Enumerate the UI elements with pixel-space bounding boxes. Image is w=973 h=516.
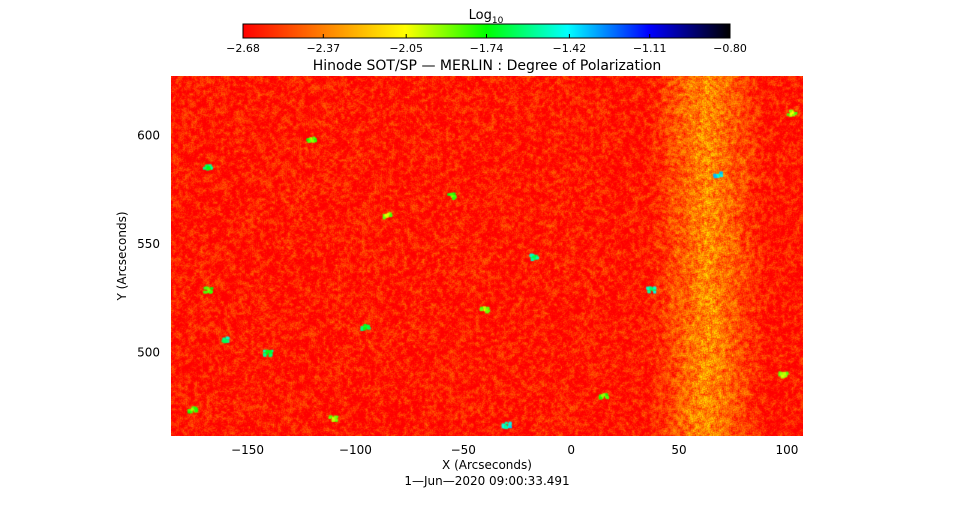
- y-tick-label: 550: [137, 237, 160, 251]
- colorbar-tick-label: −1.11: [633, 42, 667, 55]
- colorbar-tick-label: −2.05: [389, 42, 423, 55]
- x-axis-label: X (Arcseconds): [442, 458, 532, 472]
- colorbar-tick-label: −2.37: [306, 42, 340, 55]
- colorbar-ticks: −2.68 −2.37 −2.05 −1.74 −1.42 −1.11 −0.80: [226, 34, 747, 55]
- x-tick-label: 100: [775, 443, 798, 457]
- x-tick-label: −100: [339, 443, 372, 457]
- colorbar-title: Log10: [469, 8, 504, 26]
- colorbar-tick-label: −0.80: [713, 42, 747, 55]
- x-tick-label: −50: [451, 443, 476, 457]
- colorbar-tick-label: −1.42: [553, 42, 587, 55]
- y-tick-label: 500: [137, 346, 160, 360]
- chart-title: Hinode SOT/SP — MERLIN : Degree of Polar…: [313, 58, 662, 74]
- x-tick-label: −150: [231, 443, 264, 457]
- polarization-heatmap: [171, 76, 803, 436]
- y-tick-label: 600: [137, 129, 160, 143]
- colorbar-tick-label: −1.74: [470, 42, 504, 55]
- date-label: 1—Jun—2020 09:00:33.491: [404, 474, 569, 488]
- x-tick-label: 0: [567, 443, 575, 457]
- y-axis-label: Y (Arcseconds): [115, 211, 129, 301]
- colorbar-tick-label: −2.68: [226, 42, 260, 55]
- y-axis: 500 550 600: [137, 129, 802, 360]
- x-tick-label: 50: [671, 443, 686, 457]
